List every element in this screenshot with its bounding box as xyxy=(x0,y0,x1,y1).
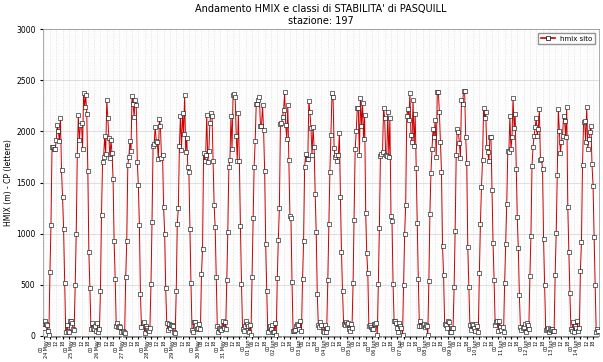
Title: Andamento HMIX e classi di STABILITA' di PASQUILL
stazione: 197: Andamento HMIX e classi di STABILITA' di… xyxy=(195,4,447,26)
Legend: hmix sito: hmix sito xyxy=(538,33,595,45)
Y-axis label: HMIX (m) - CP (lettere): HMIX (m) - CP (lettere) xyxy=(4,139,13,226)
